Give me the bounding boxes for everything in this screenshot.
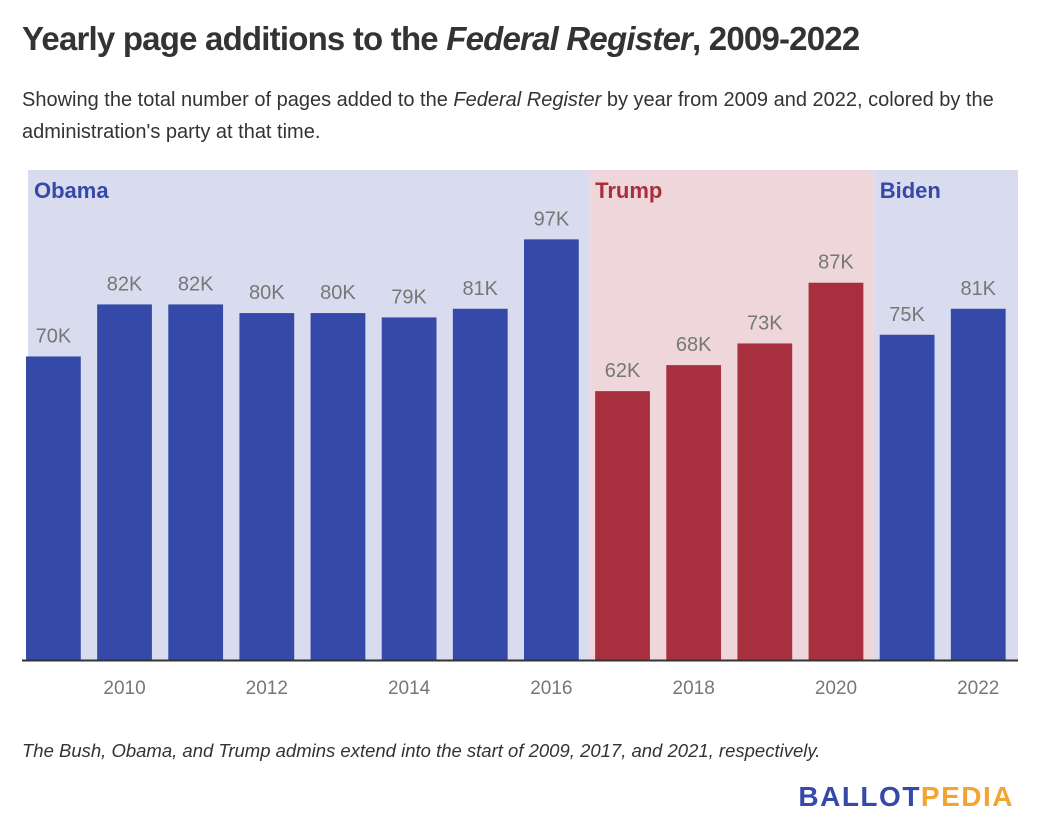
value-label-2012: 80K: [249, 282, 285, 304]
subtitle-suffix: by year from 2009 and 2022, colored by t…: [22, 89, 994, 143]
x-tick-labels: 2010 2012 2014 2016 2018 2020 2022: [103, 678, 999, 699]
value-label-2018: 68K: [676, 334, 712, 356]
bar-2014: [381, 317, 437, 660]
bar-2016: [524, 239, 579, 660]
subtitle-text: Showing the total number of pages added …: [22, 89, 454, 111]
band-label-obama: Obama: [34, 178, 109, 203]
ballotpedia-logo[interactable]: BALLOTPEDIA: [798, 781, 1014, 813]
bars: [26, 239, 1006, 660]
x-tick-2022: 2022: [957, 678, 999, 699]
title-text: Yearly page additions to the: [22, 20, 447, 57]
value-label-2020: 87K: [818, 252, 854, 274]
value-label-2009: 70K: [36, 325, 72, 347]
x-tick-2016: 2016: [530, 678, 572, 699]
bar-2021: [879, 334, 935, 660]
logo-ballot: BALLOT: [798, 781, 921, 812]
value-label-2016: 97K: [534, 208, 570, 230]
x-tick-2010: 2010: [103, 678, 145, 699]
bar-2011: [168, 304, 224, 660]
band-label-trump: Trump: [595, 178, 662, 203]
x-tick-2018: 2018: [673, 678, 715, 699]
subtitle-italic: Federal Register: [453, 89, 602, 111]
value-label-2021: 75K: [889, 304, 925, 326]
x-tick-2012: 2012: [246, 678, 288, 699]
x-tick-2020: 2020: [815, 678, 857, 699]
bar-2012: [239, 313, 295, 660]
value-label-2015: 81K: [462, 278, 498, 300]
value-label-2014: 79K: [391, 286, 427, 308]
value-labels: 70K 82K 82K 80K 80K 79K 81K 97K 62K 68K 73K 87K 75K 8…: [36, 208, 997, 382]
bar-2015: [452, 308, 508, 660]
value-label-2011: 82K: [178, 273, 214, 295]
bar-2017: [595, 391, 650, 660]
band-label-biden: Biden: [880, 178, 941, 203]
value-label-2010: 82K: [107, 273, 143, 295]
value-label-2019: 73K: [747, 312, 783, 334]
bar-chart: Obama Trump Biden 70K 82K 82K 80K 80K 79K 81K 97K…: [22, 170, 1018, 699]
value-label-2022: 81K: [960, 278, 996, 300]
bar-2018: [666, 365, 722, 660]
value-label-2017: 62K: [605, 360, 641, 382]
x-tick-2014: 2014: [388, 678, 431, 699]
title-italic: Federal Register: [446, 20, 693, 57]
bar-2013: [310, 313, 366, 660]
chart-subtitle: Showing the total number of pages added …: [22, 84, 1032, 148]
bar-2022: [950, 308, 1006, 660]
value-label-2013: 80K: [320, 282, 356, 304]
bar-2010: [97, 304, 152, 660]
bar-2019: [737, 343, 793, 660]
title-suffix: , 2009-2022: [692, 20, 860, 57]
bar-2020: [808, 282, 864, 660]
chart-title: Yearly page additions to the Federal Reg…: [22, 20, 860, 58]
administration-labels: Obama Trump Biden: [34, 178, 941, 203]
logo-pedia: PEDIA: [920, 781, 1014, 812]
footnote: The Bush, Obama, and Trump admins extend…: [22, 740, 821, 761]
bar-2009: [26, 356, 81, 660]
